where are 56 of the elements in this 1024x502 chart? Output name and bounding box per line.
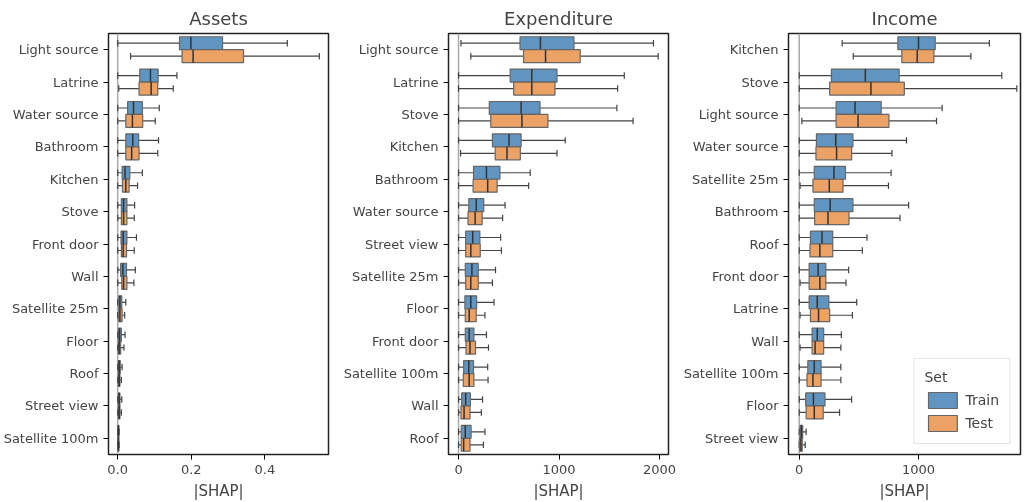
y-tick-label: Satellite 25m [11, 301, 99, 317]
x-tick-label: 0 [454, 461, 463, 477]
legend-label: Train [965, 392, 999, 408]
y-tick-label: Stove [61, 204, 99, 220]
y-tick-label: Water source [12, 106, 99, 122]
y-tick-label: Wall [71, 268, 99, 284]
y-tick-label: Stove [401, 106, 439, 122]
y-tick-label: Satellite 100m [343, 366, 439, 382]
y-tick-label: Light source [358, 42, 439, 58]
x-axis-title: |SHAP| [193, 481, 244, 500]
x-tick-label: 0.2 [180, 461, 202, 477]
y-tick-label: Satellite 25m [351, 268, 439, 284]
y-tick-label: Floor [66, 333, 100, 349]
legend-label: Test [965, 415, 993, 431]
x-axis-title: |SHAP| [879, 481, 930, 500]
y-tick-label: Satellite 100m [683, 366, 779, 382]
chart-title: Expenditure [504, 7, 613, 29]
y-tick-label: Light source [698, 106, 779, 122]
y-tick-label: Kitchen [49, 171, 99, 187]
legend-title: Set [924, 369, 949, 385]
x-tick-label: 1000 [901, 461, 936, 477]
y-tick-label: Roof [749, 236, 779, 252]
y-tick-label: Kitchen [729, 42, 779, 58]
x-tick-label: 1000 [542, 461, 576, 477]
y-tick-label: Front door [371, 333, 440, 349]
y-tick-label: Water source [352, 204, 439, 220]
x-tick-label: 2000 [642, 461, 677, 477]
y-tick-label: Roof [69, 366, 99, 382]
y-tick-label: Roof [409, 430, 439, 446]
chart-title: Assets [189, 7, 248, 29]
x-tick-label: 0 [795, 461, 804, 477]
y-tick-label: Bathroom [714, 204, 779, 220]
y-tick-label: Front door [711, 268, 780, 284]
x-tick-label: 0.0 [107, 461, 129, 477]
y-tick-label: Satellite 25m [691, 171, 779, 187]
y-tick-label: Bathroom [34, 139, 99, 155]
y-tick-label: Kitchen [389, 139, 439, 155]
y-tick-label: Wall [411, 398, 439, 414]
y-tick-label: Street view [704, 430, 779, 446]
y-tick-label: Street view [24, 398, 99, 414]
y-tick-label: Water source [692, 139, 779, 155]
y-tick-label: Bathroom [374, 171, 439, 187]
y-tick-label: Floor [746, 398, 780, 414]
x-tick-label: 0.4 [254, 461, 276, 477]
y-tick-label: Satellite 100m [3, 430, 99, 446]
y-tick-label: Light source [18, 42, 99, 58]
y-tick-label: Latrine [733, 301, 779, 317]
x-axis-title: |SHAP| [533, 481, 584, 500]
y-tick-label: Wall [751, 333, 779, 349]
y-tick-label: Stove [741, 74, 779, 90]
y-tick-label: Floor [406, 301, 440, 317]
y-tick-label: Front door [31, 236, 100, 252]
y-tick-label: Street view [364, 236, 439, 252]
y-tick-label: Latrine [393, 74, 439, 90]
y-tick-label: Latrine [53, 74, 99, 90]
chart-title: Income [871, 7, 938, 29]
